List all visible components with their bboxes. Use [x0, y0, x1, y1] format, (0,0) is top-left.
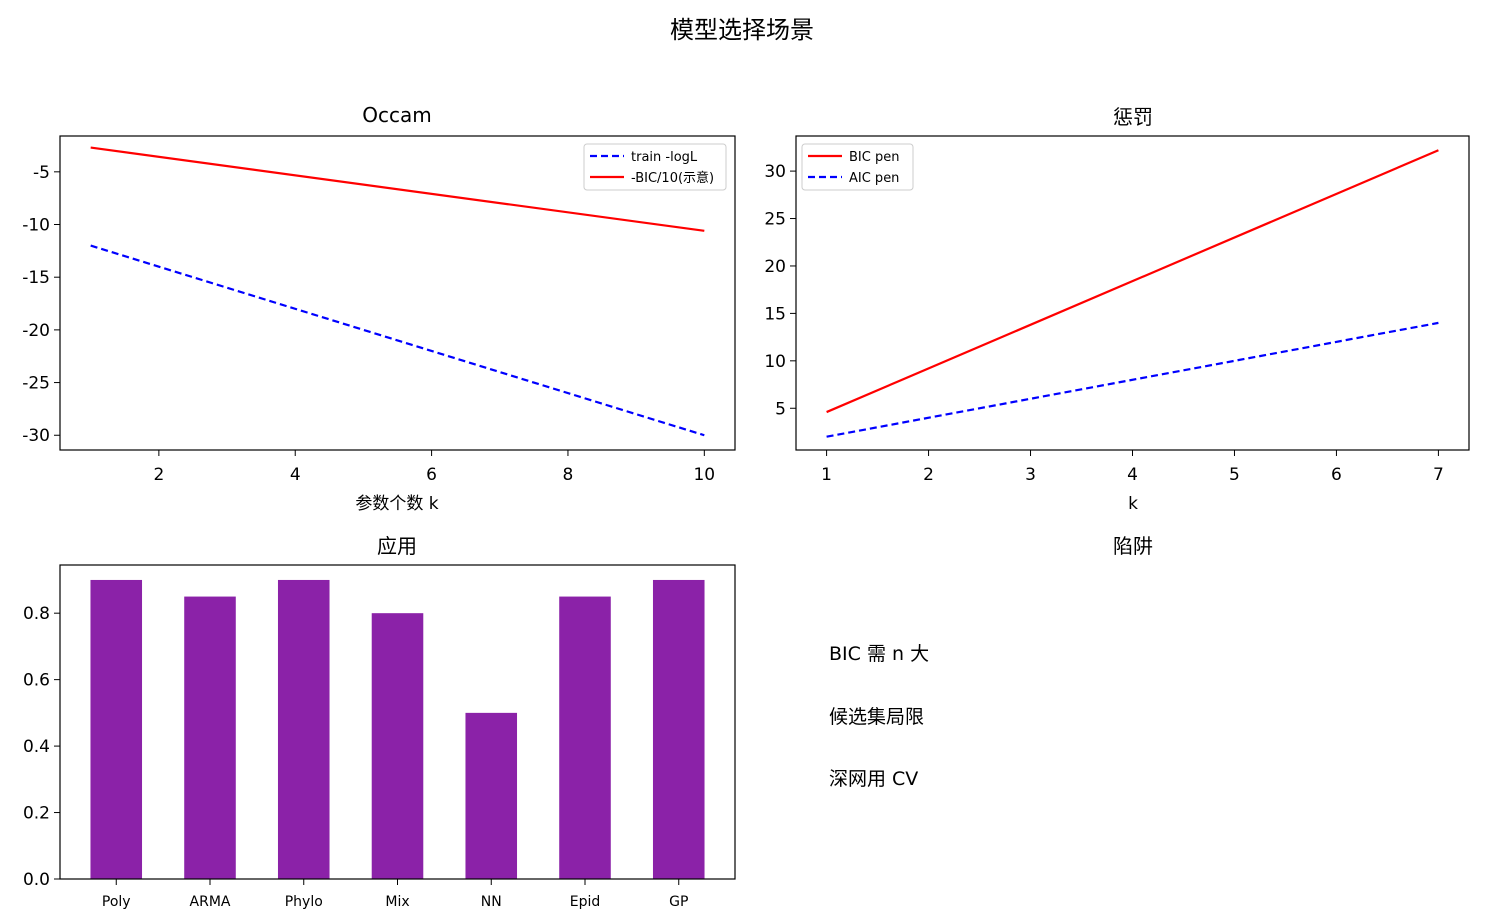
applications-y-tick-label: 0.2 [23, 804, 50, 824]
applications-panel: 应用 Poly ARMA Phylo Mix NN Epid GP 0.0 0.2 0.4 0.6 0… [23, 534, 736, 910]
penalty-x-axis-label: k [1128, 494, 1138, 514]
occam-legend-box [583, 143, 727, 191]
occam-series-line-1 [90, 244, 705, 437]
occam-x-tick-label: 2 [153, 465, 164, 485]
penalty-x-tick-label: 5 [1229, 465, 1240, 485]
occam-x-tick-label: 10 [693, 465, 715, 485]
penalty-series-line-1 [826, 149, 1439, 414]
occam-x-axis-label: 参数个数 k [355, 494, 438, 514]
penalty-y-tick-label: 30 [764, 162, 786, 182]
penalty-y-tick-label: 5 [775, 399, 786, 419]
penalty-plot-area: 1 2 3 4 5 6 7 5 10 15 20 25 30 [764, 149, 1444, 485]
penalty-y-tick-label: 10 [764, 352, 786, 372]
figure-title: 模型选择场景 [670, 16, 814, 44]
penalty-axes-frame [795, 135, 1470, 451]
applications-bar-gp [652, 579, 705, 879]
penalty-y-tick-label: 20 [764, 257, 786, 277]
applications-x-tick-label: Phylo [285, 894, 323, 910]
applications-bar-epid [559, 596, 611, 879]
occam-x-tick-label: 4 [290, 465, 301, 485]
occam-y-tick-label: -15 [22, 268, 50, 288]
applications-bar-nn [465, 712, 518, 879]
pitfall-line-3: 深网用 CV [829, 768, 918, 790]
applications-x-tick-label: ARMA [190, 894, 231, 910]
penalty-x-tick-label: 4 [1127, 465, 1138, 485]
pitfalls-title: 陷阱 [1113, 534, 1153, 558]
occam-x-tick-label: 6 [426, 465, 437, 485]
occam-y-tick-label: -30 [22, 426, 50, 446]
applications-x-tick-label: NN [481, 894, 502, 910]
applications-x-tick-label: GP [669, 894, 688, 910]
occam-legend-label-1: train -logL [631, 150, 698, 165]
pitfalls-panel: 陷阱 BIC 需 n 大 候选集局限 深网用 CV [829, 534, 1153, 790]
penalty-legend-label-2: AIC pen [849, 171, 899, 186]
occam-panel: Occam 2 4 6 8 10 -5 -10 -15 -20 -25 -30 参数个数 k tra… [22, 103, 736, 514]
occam-title: Occam [362, 103, 431, 127]
penalty-x-tick-label: 3 [1025, 465, 1036, 485]
penalty-y-tick-label: 15 [764, 304, 786, 324]
penalty-legend-label-1: BIC pen [849, 150, 899, 165]
occam-y-tick-label: -20 [22, 321, 50, 341]
applications-y-tick-label: 0.4 [23, 737, 50, 757]
penalty-title: 惩罚 [1113, 105, 1153, 129]
penalty-y-tick-label: 25 [764, 210, 786, 230]
applications-bar-poly [90, 579, 143, 879]
penalty-legend: BIC pen AIC pen [801, 143, 914, 191]
pitfall-line-1: BIC 需 n 大 [829, 643, 929, 665]
applications-y-tick-label: 0.8 [23, 604, 50, 624]
occam-legend: train -logL -BIC/10(示意) [583, 143, 727, 191]
applications-plot-area: Poly ARMA Phylo Mix NN Epid GP 0.0 0.2 0.4 0.6 0.8 [23, 579, 705, 910]
applications-x-tick-label: Epid [570, 894, 601, 910]
applications-x-tick-label: Mix [385, 894, 409, 910]
applications-axes-frame [59, 564, 736, 880]
occam-y-tick-label: -25 [22, 374, 50, 394]
occam-y-tick-label: -5 [33, 163, 50, 183]
occam-legend-label-2: -BIC/10(示意) [631, 170, 714, 186]
occam-series-line-2 [90, 146, 705, 232]
applications-bar-arma [184, 596, 236, 879]
penalty-x-tick-label: 7 [1433, 465, 1444, 485]
occam-axes-frame [59, 135, 736, 451]
applications-title: 应用 [377, 534, 417, 558]
occam-y-tick-label: -10 [22, 216, 50, 236]
applications-bar-mix [371, 613, 424, 879]
penalty-x-tick-label: 1 [821, 465, 832, 485]
penalty-panel: 惩罚 1 2 3 4 5 6 7 5 10 15 20 25 30 k BIC pen AIC pen [764, 105, 1470, 514]
penalty-x-tick-label: 6 [1331, 465, 1342, 485]
penalty-x-tick-label: 2 [923, 465, 934, 485]
applications-bar-phylo [277, 579, 330, 879]
occam-x-tick-label: 8 [563, 465, 574, 485]
pitfall-line-2: 候选集局限 [829, 706, 924, 728]
occam-plot-area: 2 4 6 8 10 -5 -10 -15 -20 -25 -30 [22, 146, 715, 485]
penalty-series-line-2 [826, 321, 1439, 438]
applications-x-tick-label: Poly [102, 894, 131, 910]
applications-y-tick-label: 0.6 [23, 671, 50, 691]
applications-y-tick-label: 0.0 [23, 870, 50, 890]
